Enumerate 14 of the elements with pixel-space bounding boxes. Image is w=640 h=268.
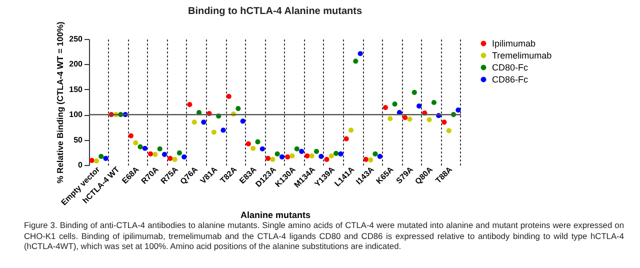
legend-label: CD80-Fc <box>492 62 529 72</box>
legend-label: Ipilimumab <box>492 38 536 48</box>
y-axis-title: % Relative Binding (CTLA-4 WT = 100%) <box>55 21 66 184</box>
y-tick-label: 50 <box>74 135 84 144</box>
y-tick-label: 100 <box>69 110 84 120</box>
x-axis-title: Alanine mutants <box>240 210 311 220</box>
legend-label: CD86-Fc <box>492 74 529 84</box>
legend-label: Tremelimumab <box>492 50 552 60</box>
y-tick-label: 250 <box>69 34 84 44</box>
y-tick-label: 0 <box>78 160 84 170</box>
chart-title: Binding to hCTLA-4 Alanine mutants <box>188 6 362 17</box>
y-tick-label: 200 <box>69 60 84 69</box>
caption: Figure 3. Binding of anti-CTLA-4 antibodies to alanine mutants. Single amino acids of CTLA-4 were mutated into alanine and mutant proteins were expressed on CHO-K1 cells. Binding of ipilimumab, tremelimumab and the CTLA-4 ligands CD80 and CD86 is expressed relative to antibody binding to wild type hCTLA-4 (hCTLA-4WT), which was set at 100%. Amino acid positions of the alanine substitutions are indicated. <box>24 220 624 252</box>
y-tick-label: 150 <box>69 84 84 94</box>
